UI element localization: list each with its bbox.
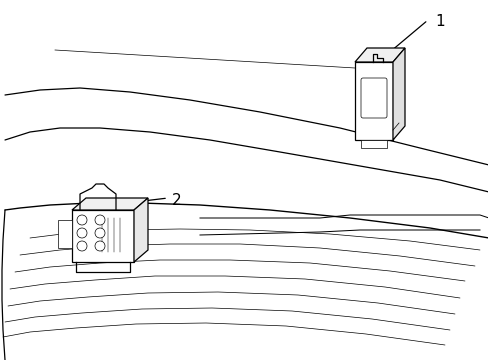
Circle shape — [77, 215, 87, 225]
Bar — [58, 220, 72, 248]
Circle shape — [95, 215, 105, 225]
Polygon shape — [72, 210, 134, 262]
Polygon shape — [354, 62, 392, 140]
Polygon shape — [72, 198, 148, 210]
Polygon shape — [392, 48, 404, 140]
Polygon shape — [354, 48, 404, 62]
Polygon shape — [134, 198, 148, 262]
Text: 1: 1 — [434, 14, 444, 29]
Circle shape — [77, 241, 87, 251]
Bar — [360, 140, 386, 148]
Circle shape — [77, 228, 87, 238]
Circle shape — [95, 228, 105, 238]
Circle shape — [95, 241, 105, 251]
FancyBboxPatch shape — [360, 78, 386, 118]
Text: 2: 2 — [172, 193, 181, 208]
